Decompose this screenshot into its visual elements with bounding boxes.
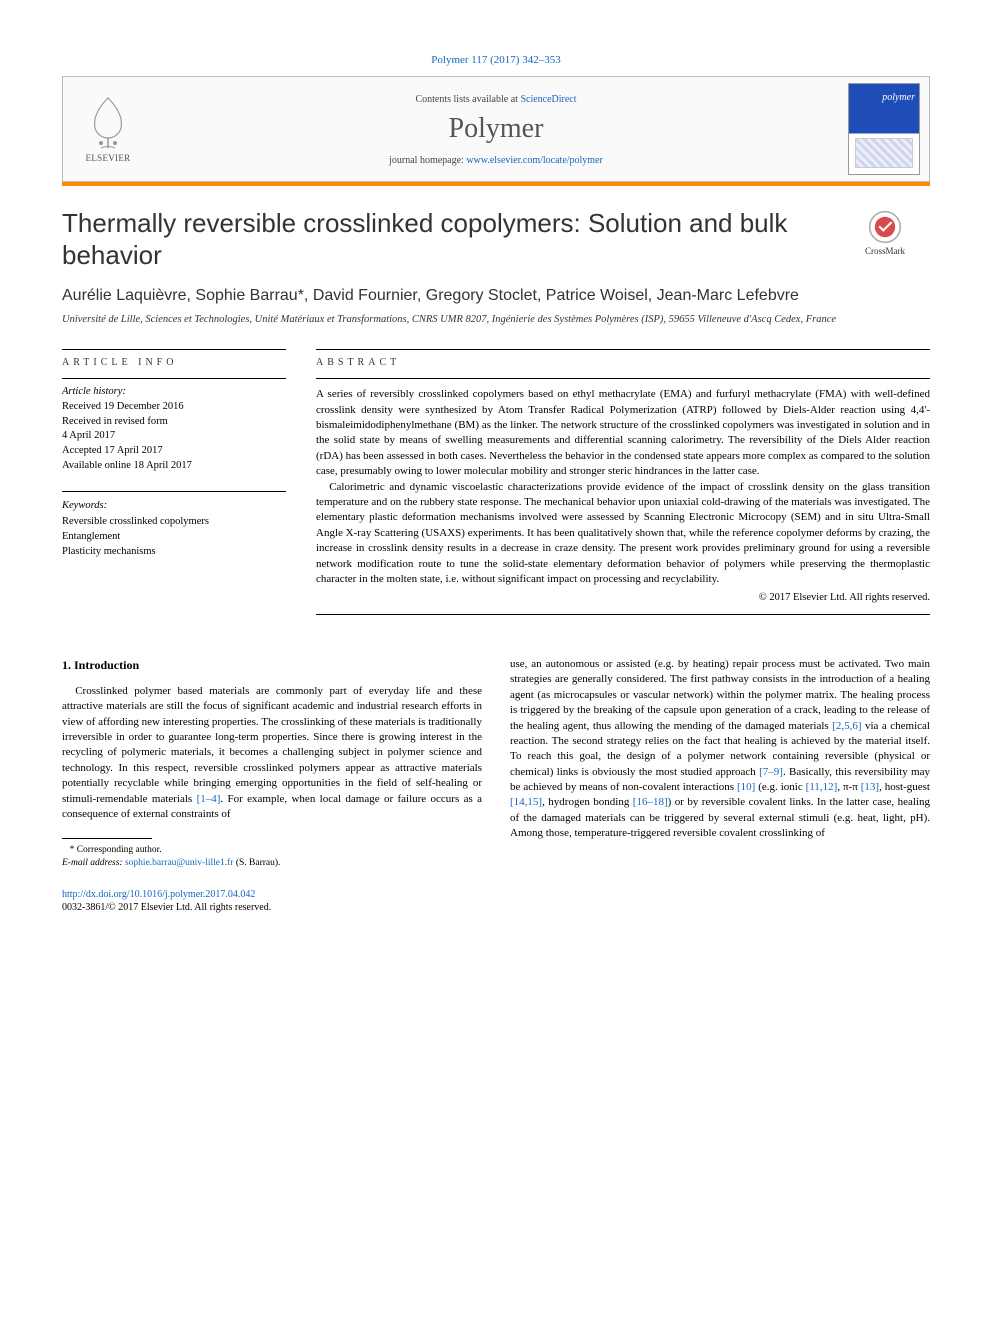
ref-link[interactable]: [2,5,6] (832, 720, 861, 732)
intro-text: Crosslinked polymer based materials are … (62, 685, 482, 805)
ref-link[interactable]: [7–9] (759, 766, 783, 778)
history-line: 4 April 2017 (62, 429, 286, 444)
ref-link[interactable]: [13] (861, 781, 879, 793)
article-info-head: ARTICLE INFO (62, 349, 286, 368)
history-line: Accepted 17 April 2017 (62, 444, 286, 459)
cover-thumb-block: polymer (839, 77, 929, 181)
history-line: Available online 18 April 2017 (62, 459, 286, 474)
crossmark-badge[interactable]: CrossMark (840, 210, 930, 256)
contents-prefix: Contents lists available at (415, 94, 520, 105)
email-label: E-mail address: (62, 858, 125, 868)
keyword: Entanglement (62, 529, 286, 544)
intro-text: , hydrogen bonding (542, 796, 633, 808)
corresponding-note: * Corresponding author. (62, 844, 482, 857)
homepage-line: journal homepage: www.elsevier.com/locat… (161, 155, 831, 166)
footnote-rule (62, 838, 152, 839)
crossmark-label: CrossMark (865, 246, 905, 256)
publisher-logo-block: ELSEVIER (63, 77, 153, 181)
intro-paragraph-col2: use, an autonomous or assisted (e.g. by … (510, 657, 930, 842)
history-line: Received 19 December 2016 (62, 400, 286, 415)
header-center: Contents lists available at ScienceDirec… (153, 77, 839, 181)
abstract-p2: Calorimetric and dynamic viscoelastic ch… (316, 480, 930, 588)
body-columns: 1. Introduction Crosslinked polymer base… (62, 657, 930, 870)
intro-text: , host-guest (879, 781, 930, 793)
abstract-head: ABSTRACT (316, 349, 930, 368)
email-line: E-mail address: sophie.barrau@univ-lille… (62, 857, 482, 870)
footnote-block: * Corresponding author. E-mail address: … (62, 844, 482, 870)
intro-paragraph: Crosslinked polymer based materials are … (62, 684, 482, 823)
homepage-link[interactable]: www.elsevier.com/locate/polymer (466, 155, 603, 166)
intro-text: (e.g. ionic (755, 781, 805, 793)
journal-cover-thumb: polymer (848, 83, 920, 175)
sciencedirect-link[interactable]: ScienceDirect (520, 94, 576, 105)
keyword: Reversible crosslinked copolymers (62, 514, 286, 529)
email-link[interactable]: sophie.barrau@univ-lille1.fr (125, 858, 233, 868)
crossmark-icon (868, 210, 902, 244)
intro-heading: 1. Introduction (62, 657, 482, 674)
ref-link[interactable]: [16–18] (633, 796, 668, 808)
article-title: Thermally reversible crosslinked copolym… (62, 208, 820, 271)
keywords-label: Keywords: (62, 498, 286, 513)
journal-header: ELSEVIER Contents lists available at Sci… (62, 76, 930, 182)
cover-figure-icon (855, 138, 913, 168)
elsevier-wordmark: ELSEVIER (86, 153, 131, 163)
ref-link[interactable]: [1–4] (197, 793, 221, 805)
orange-separator (62, 182, 930, 186)
doi-block: http://dx.doi.org/10.1016/j.polymer.2017… (62, 888, 930, 915)
abstract-p1: A series of reversibly crosslinked copol… (316, 387, 930, 479)
email-suffix: (S. Barrau). (233, 858, 280, 868)
ref-link[interactable]: [10] (737, 781, 755, 793)
keywords-block: Keywords: Reversible crosslinked copolym… (62, 491, 286, 559)
keyword: Plasticity mechanisms (62, 544, 286, 559)
abstract-copyright: © 2017 Elsevier Ltd. All rights reserved… (316, 591, 930, 606)
issn-copyright: 0032-3861/© 2017 Elsevier Ltd. All right… (62, 902, 271, 913)
affiliation: Université de Lille, Sciences et Technol… (62, 313, 930, 327)
homepage-prefix: journal homepage: (389, 155, 466, 166)
journal-name: Polymer (161, 113, 831, 145)
contents-available: Contents lists available at ScienceDirec… (161, 94, 831, 105)
citation: Polymer 117 (2017) 342–353 (62, 54, 930, 66)
authors: Aurélie Laquièvre, Sophie Barrau*, David… (62, 285, 930, 307)
article-history: Article history: Received 19 December 20… (62, 378, 286, 473)
ref-link[interactable]: [11,12] (806, 781, 838, 793)
cover-label: polymer (882, 92, 915, 103)
history-label: Article history: (62, 385, 286, 400)
doi-link[interactable]: http://dx.doi.org/10.1016/j.polymer.2017… (62, 889, 255, 900)
ref-link[interactable]: [14,15] (510, 796, 542, 808)
intro-text: , π-π (837, 781, 860, 793)
elsevier-tree-icon (83, 96, 133, 151)
abstract-body: A series of reversibly crosslinked copol… (316, 378, 930, 615)
history-line: Received in revised form (62, 415, 286, 430)
